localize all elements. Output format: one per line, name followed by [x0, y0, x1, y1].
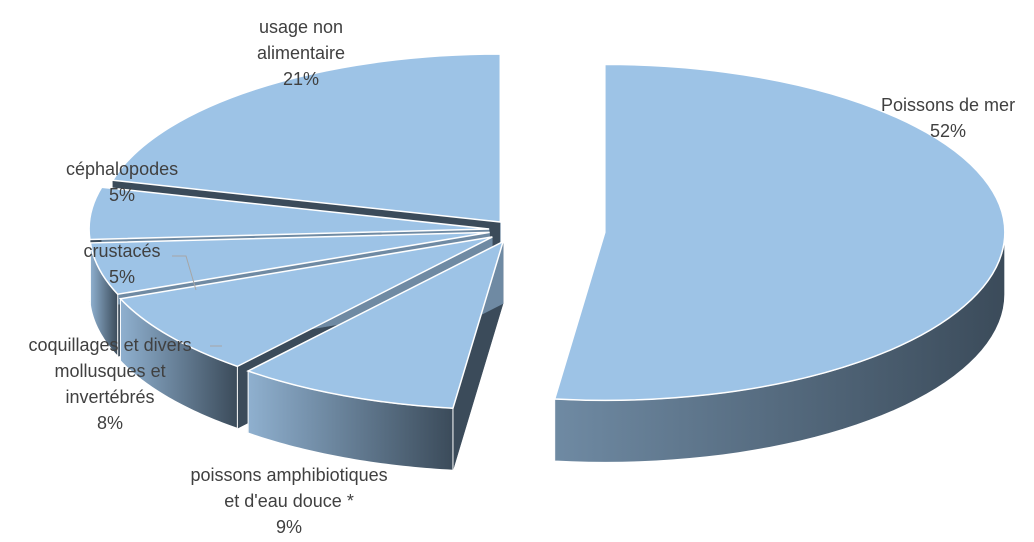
slice-poissons-amphibiotiques-et-d-eau-douce	[246, 240, 505, 410]
data-label-text: coquillages et divers	[28, 335, 192, 355]
data-label-text: usage non	[258, 17, 344, 37]
slice-crustaces	[89, 231, 490, 296]
data-label-text: céphalopodes	[66, 159, 179, 179]
data-label-text: et d'eau douce *	[224, 491, 354, 511]
data-label-text: crustacés	[83, 241, 161, 261]
data-label-value: 52%	[930, 121, 967, 141]
pie-tops	[88, 53, 1006, 410]
data-label-value: 5%	[109, 267, 136, 287]
data-label-text: Poissons de mer	[881, 95, 1016, 115]
data-label-poissons-de-mer: Poissons de mer 52%	[881, 92, 1015, 144]
slice-cephalopodes	[88, 186, 490, 241]
data-label-coquillages-et-divers-mollusques-et-invertebres: coquillages et divers mollusques et invert…	[29, 332, 192, 436]
data-label-text: mollusques et	[54, 361, 166, 381]
data-label-value: 5%	[109, 185, 136, 205]
data-label-value: 9%	[276, 517, 303, 537]
slice-poissons-de-mer	[553, 63, 1006, 402]
data-label-value: 21%	[283, 69, 320, 89]
data-label-text: alimentaire	[257, 43, 346, 63]
data-label-poissons-amphibiotiques-et-d-eau-douce: poissons amphibiotiques et d'eau douce * 9…	[191, 462, 388, 540]
data-label-text: invertébrés	[65, 387, 155, 407]
leader-line-crustaces	[172, 255, 197, 291]
data-label-cephalopodes: céphalopodes 5%	[66, 156, 178, 208]
leader-lines	[172, 255, 222, 347]
data-label-text: poissons amphibiotiques	[190, 465, 388, 485]
data-label-value: 8%	[97, 413, 124, 433]
slice-coquillages-et-divers-mollusques-et-invertebres	[118, 236, 493, 368]
data-label-usage-non-alimentaire: usage non alimentaire 21%	[257, 14, 345, 92]
slice-usage-non-alimentaire	[111, 53, 502, 223]
data-label-crustaces: crustacés 5%	[84, 238, 161, 290]
